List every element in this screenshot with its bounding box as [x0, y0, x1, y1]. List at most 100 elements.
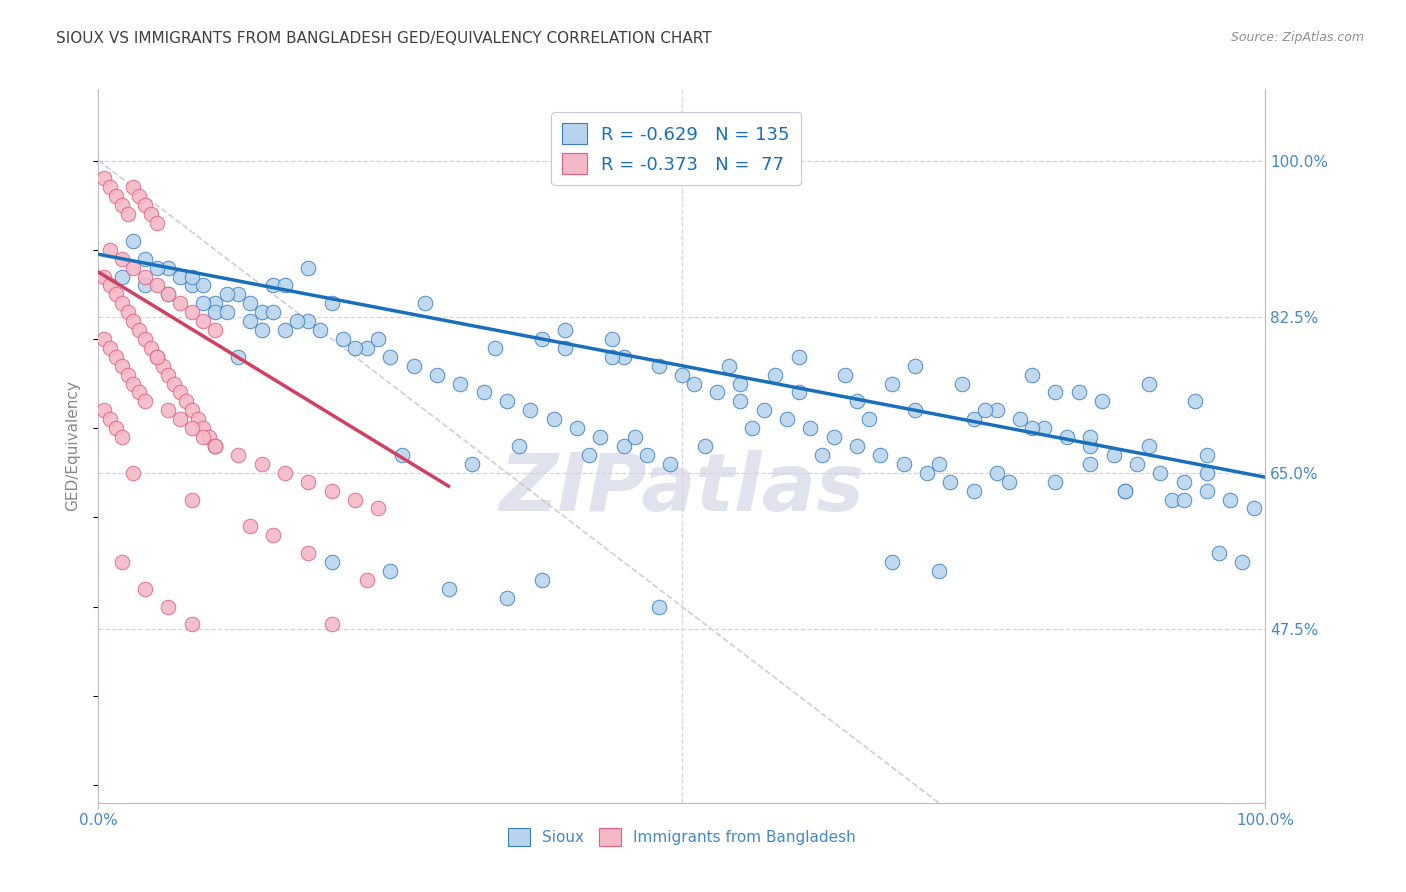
- Point: [157, 599, 180, 614]
- Point: [904, 403, 927, 417]
- Point: [928, 457, 950, 471]
- Point: [1219, 492, 1241, 507]
- Point: [193, 278, 215, 293]
- Text: Source: ZipAtlas.com: Source: ZipAtlas.com: [1230, 31, 1364, 45]
- Point: [1149, 466, 1171, 480]
- Text: ZIPatlas: ZIPatlas: [499, 450, 865, 528]
- Point: [624, 430, 647, 444]
- Point: [204, 439, 226, 453]
- Point: [880, 555, 903, 569]
- Point: [98, 243, 121, 257]
- Point: [880, 376, 903, 391]
- Point: [98, 341, 121, 355]
- Point: [391, 448, 413, 462]
- Point: [274, 466, 297, 480]
- Point: [274, 278, 297, 293]
- Point: [152, 359, 174, 373]
- Point: [613, 439, 636, 453]
- Point: [180, 269, 202, 284]
- Point: [139, 207, 162, 221]
- Point: [193, 314, 215, 328]
- Y-axis label: GED/Equivalency: GED/Equivalency: [65, 381, 80, 511]
- Point: [904, 359, 927, 373]
- Point: [228, 448, 250, 462]
- Point: [530, 332, 553, 346]
- Point: [204, 296, 226, 310]
- Point: [180, 403, 202, 417]
- Point: [647, 359, 669, 373]
- Point: [117, 305, 139, 319]
- Point: [1080, 439, 1102, 453]
- Point: [111, 269, 134, 284]
- Point: [204, 439, 226, 453]
- Point: [962, 412, 984, 426]
- Point: [239, 296, 262, 310]
- Point: [128, 189, 150, 203]
- Point: [402, 359, 425, 373]
- Point: [239, 519, 262, 533]
- Point: [128, 385, 150, 400]
- Point: [157, 403, 180, 417]
- Point: [1080, 457, 1102, 471]
- Legend: Sioux, Immigrants from Bangladesh: Sioux, Immigrants from Bangladesh: [502, 822, 862, 852]
- Point: [321, 555, 343, 569]
- Point: [1173, 475, 1195, 489]
- Point: [1137, 376, 1160, 391]
- Point: [496, 394, 519, 409]
- Point: [104, 421, 127, 435]
- Point: [1195, 448, 1218, 462]
- Point: [717, 359, 740, 373]
- Point: [437, 582, 460, 596]
- Point: [928, 564, 950, 578]
- Point: [93, 403, 115, 417]
- Point: [1195, 466, 1218, 480]
- Point: [111, 252, 134, 266]
- Point: [332, 332, 354, 346]
- Point: [472, 385, 495, 400]
- Point: [169, 385, 191, 400]
- Point: [1230, 555, 1253, 569]
- Point: [122, 180, 145, 194]
- Point: [169, 296, 191, 310]
- Point: [565, 421, 588, 435]
- Point: [763, 368, 786, 382]
- Point: [1114, 483, 1136, 498]
- Point: [122, 314, 145, 328]
- Point: [134, 252, 156, 266]
- Point: [776, 412, 799, 426]
- Point: [239, 314, 262, 328]
- Point: [146, 260, 169, 275]
- Point: [367, 501, 389, 516]
- Point: [1045, 475, 1067, 489]
- Point: [193, 430, 215, 444]
- Point: [589, 430, 612, 444]
- Point: [146, 216, 169, 230]
- Point: [682, 376, 704, 391]
- Point: [169, 269, 191, 284]
- Point: [111, 198, 134, 212]
- Point: [1045, 385, 1067, 400]
- Point: [939, 475, 962, 489]
- Point: [111, 430, 134, 444]
- Point: [250, 305, 273, 319]
- Point: [111, 359, 134, 373]
- Point: [321, 617, 343, 632]
- Point: [986, 466, 1008, 480]
- Point: [157, 368, 180, 382]
- Point: [98, 412, 121, 426]
- Point: [93, 269, 115, 284]
- Point: [204, 439, 226, 453]
- Point: [134, 582, 156, 596]
- Point: [449, 376, 471, 391]
- Point: [974, 403, 997, 417]
- Point: [174, 394, 197, 409]
- Point: [204, 323, 226, 337]
- Point: [157, 287, 180, 301]
- Point: [139, 341, 162, 355]
- Point: [187, 412, 209, 426]
- Point: [1161, 492, 1184, 507]
- Point: [1021, 368, 1043, 382]
- Point: [122, 260, 145, 275]
- Point: [1102, 448, 1125, 462]
- Point: [519, 403, 541, 417]
